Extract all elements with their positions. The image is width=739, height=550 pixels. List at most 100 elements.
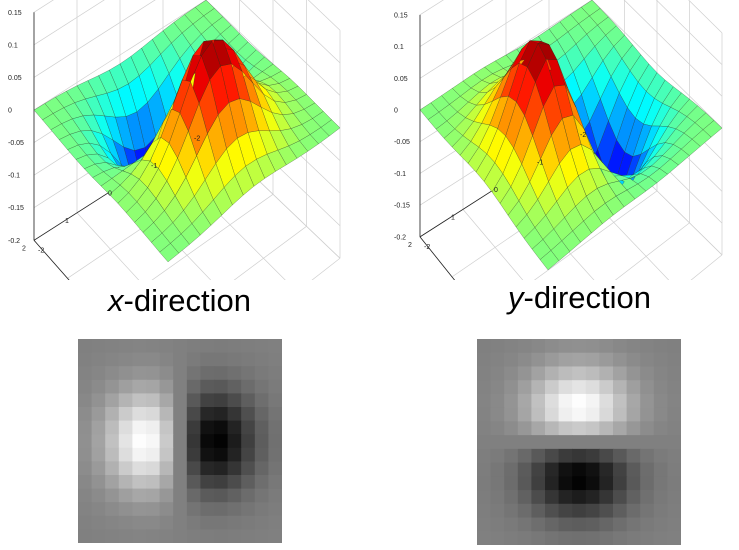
heatmap-cell bbox=[613, 339, 628, 354]
heatmap-cell bbox=[517, 503, 532, 519]
heatmap-cell bbox=[558, 366, 573, 381]
z-tick-label: -0.15 bbox=[394, 203, 410, 210]
heatmap-cell bbox=[558, 476, 573, 491]
heatmap-cell bbox=[254, 366, 269, 381]
heatmap-cell bbox=[667, 352, 682, 368]
caption-y-var: y bbox=[508, 280, 524, 315]
heatmap-cell bbox=[613, 531, 628, 546]
heatmap-cell bbox=[159, 434, 174, 449]
heatmap-cell bbox=[545, 407, 560, 422]
heatmap-cell bbox=[214, 488, 229, 503]
heatmap-cell bbox=[517, 462, 532, 477]
heatmap-cell bbox=[667, 490, 682, 505]
heatmap-cell bbox=[214, 352, 229, 367]
heatmap-cell bbox=[531, 407, 546, 422]
heatmap-cell bbox=[545, 448, 560, 464]
heatmap-cell bbox=[118, 529, 133, 544]
heatmap-cell bbox=[105, 502, 120, 517]
heatmap-cell bbox=[268, 366, 283, 381]
heatmap-cell bbox=[477, 339, 492, 354]
heatmap-cell bbox=[667, 421, 682, 436]
z-tick-label: 0.1 bbox=[8, 42, 18, 49]
heatmap-cell bbox=[227, 515, 242, 530]
heatmap-cell bbox=[159, 529, 174, 544]
heatmap-cell bbox=[626, 476, 641, 491]
heatmap-cell bbox=[254, 461, 269, 476]
heatmap-cell bbox=[105, 475, 120, 490]
heatmap-cell bbox=[118, 420, 133, 435]
heatmap-cell bbox=[585, 490, 600, 505]
heatmap-cell bbox=[227, 502, 242, 517]
z-tick-label: 0.05 bbox=[394, 76, 408, 83]
heatmap-cell bbox=[254, 529, 269, 544]
heatmap-cell bbox=[91, 393, 106, 408]
caption-y-direction: y-direction bbox=[508, 280, 651, 316]
heatmap-cell bbox=[227, 352, 242, 367]
surface-patch bbox=[33, 103, 54, 121]
heatmap-cell bbox=[585, 462, 600, 477]
heatmap-cell bbox=[132, 461, 147, 476]
caption-x-var: x bbox=[108, 283, 124, 318]
heatmap-cell bbox=[268, 488, 283, 503]
heatmap-cell bbox=[105, 407, 120, 422]
z-tick-label: 0 bbox=[394, 108, 398, 115]
heatmap-cell bbox=[585, 503, 600, 519]
heatmap-cell bbox=[477, 435, 492, 450]
heatmap-cell bbox=[227, 339, 242, 354]
heatmap-cell bbox=[640, 421, 655, 436]
heatmap-cell bbox=[200, 502, 215, 517]
y-tick-label: -2 bbox=[580, 132, 586, 139]
heatmap-cell bbox=[572, 393, 587, 409]
heatmap-cell bbox=[504, 393, 519, 409]
heatmap-cell bbox=[118, 352, 133, 367]
heatmap-cell bbox=[227, 475, 242, 490]
heatmap-cell bbox=[558, 517, 573, 532]
heatmap-cell bbox=[146, 515, 161, 530]
axis-line bbox=[33, 240, 70, 280]
heatmap-cell bbox=[254, 407, 269, 422]
heatmap-cell bbox=[186, 352, 201, 367]
heatmap-cell bbox=[477, 352, 492, 368]
heatmap-cell bbox=[200, 434, 215, 449]
heatmap-cell bbox=[200, 447, 215, 462]
heatmap-cell bbox=[572, 366, 587, 381]
heatmap-cell bbox=[640, 448, 655, 464]
heatmap-cell bbox=[200, 529, 215, 544]
heatmap-cell bbox=[517, 476, 532, 491]
heatmap-cell bbox=[558, 435, 573, 450]
heatmap-cell bbox=[653, 503, 668, 519]
heatmap-cell bbox=[200, 461, 215, 476]
heatmap-cell bbox=[504, 476, 519, 491]
heatmap-cell bbox=[640, 490, 655, 505]
heatmap-cell bbox=[186, 475, 201, 490]
heatmap-cell bbox=[545, 531, 560, 546]
heatmap-cell bbox=[105, 352, 120, 367]
heatmap-cell bbox=[640, 366, 655, 381]
heatmap-cell bbox=[490, 421, 505, 436]
y-tick-label: -2 bbox=[194, 135, 200, 142]
heatmap-cell bbox=[91, 502, 106, 517]
heatmap-cell bbox=[78, 393, 93, 408]
heatmap-cell bbox=[200, 366, 215, 381]
heatmap-cell bbox=[572, 435, 587, 450]
heatmap-cell bbox=[173, 475, 188, 490]
heatmap-cell bbox=[504, 448, 519, 464]
heatmap-cell bbox=[504, 517, 519, 532]
heatmap-cell bbox=[517, 366, 532, 381]
heatmap-cell bbox=[613, 352, 628, 368]
heatmap-cell bbox=[200, 352, 215, 367]
z-tick-label: 0.05 bbox=[8, 75, 22, 82]
heatmap-cell bbox=[667, 503, 682, 519]
heatmap-cell bbox=[268, 447, 283, 462]
heatmap-cell bbox=[214, 366, 229, 381]
heatmap-cell bbox=[490, 407, 505, 422]
heatmap-cell bbox=[146, 339, 161, 354]
heatmap-cell bbox=[531, 476, 546, 491]
heatmap-cell bbox=[118, 488, 133, 503]
z-tick-label: 0.1 bbox=[394, 44, 404, 51]
heatmap-cell bbox=[78, 488, 93, 503]
heatmap-cell bbox=[105, 447, 120, 462]
heatmap-cell bbox=[626, 517, 641, 532]
heatmap-cell bbox=[173, 515, 188, 530]
heatmap-cell bbox=[227, 488, 242, 503]
